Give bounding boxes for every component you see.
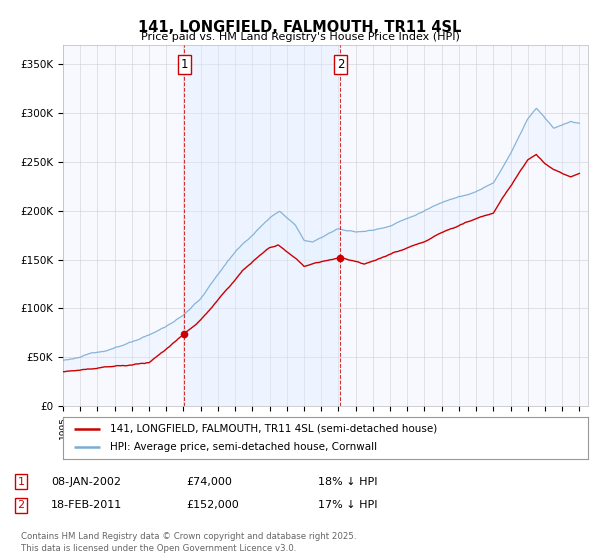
- Text: £74,000: £74,000: [186, 477, 232, 487]
- Text: 2: 2: [337, 58, 344, 71]
- Text: £152,000: £152,000: [186, 500, 239, 510]
- Text: Price paid vs. HM Land Registry's House Price Index (HPI): Price paid vs. HM Land Registry's House …: [140, 32, 460, 43]
- Text: 17% ↓ HPI: 17% ↓ HPI: [318, 500, 377, 510]
- Bar: [184, 45, 340, 406]
- Text: 1: 1: [17, 477, 25, 487]
- Text: 1: 1: [181, 58, 188, 71]
- Text: 2: 2: [17, 500, 25, 510]
- Text: 08-JAN-2002: 08-JAN-2002: [51, 477, 121, 487]
- Text: 18-FEB-2011: 18-FEB-2011: [51, 500, 122, 510]
- Text: HPI: Average price, semi-detached house, Cornwall: HPI: Average price, semi-detached house,…: [110, 442, 377, 452]
- Text: 141, LONGFIELD, FALMOUTH, TR11 4SL: 141, LONGFIELD, FALMOUTH, TR11 4SL: [139, 20, 461, 35]
- Text: Contains HM Land Registry data © Crown copyright and database right 2025.
This d: Contains HM Land Registry data © Crown c…: [21, 532, 356, 553]
- Text: 18% ↓ HPI: 18% ↓ HPI: [318, 477, 377, 487]
- Text: 141, LONGFIELD, FALMOUTH, TR11 4SL (semi-detached house): 141, LONGFIELD, FALMOUTH, TR11 4SL (semi…: [110, 424, 437, 434]
